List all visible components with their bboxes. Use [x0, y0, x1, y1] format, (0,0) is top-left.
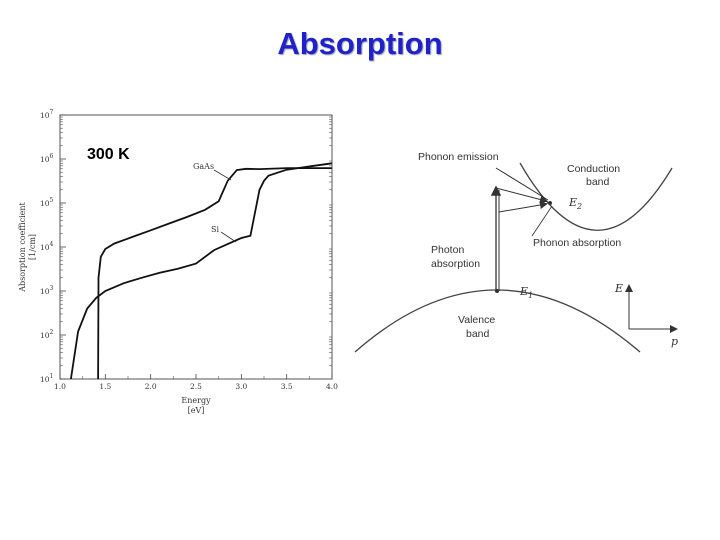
x-tick-label: 2.0 — [145, 382, 157, 391]
valence-band-curve — [354, 289, 641, 353]
label-photon-absorption-line2: absorption — [431, 258, 480, 270]
y-tick-label: 105 — [40, 197, 54, 208]
phonon-absorption-leader — [531, 205, 553, 237]
chart-x-ticks: 1.0 1.5 2.0 2.5 3.0 3.5 4.0 — [54, 374, 338, 391]
conduction-band-curve — [519, 162, 673, 231]
y-tick-label: 103 — [40, 285, 54, 296]
chart-x-label: Energy — [181, 396, 211, 405]
label-valence-band-line2: band — [466, 328, 490, 340]
label-axis-e: E — [614, 282, 623, 295]
series-line-si — [70, 162, 333, 380]
x-tick-label: 2.5 — [190, 382, 202, 391]
si-leader-line — [220, 231, 237, 243]
series-line-gaas — [97, 167, 332, 380]
label-conduction-band-line2: band — [586, 176, 610, 188]
label-conduction-band-line1: Conduction — [567, 163, 620, 175]
chart-x-unit: [eV] — [188, 406, 205, 415]
e2-point — [548, 201, 552, 205]
y-tick-label: 106 — [40, 153, 54, 164]
label-phonon-emission: Phonon emission — [418, 151, 499, 163]
label-phonon-absorption: Phonon absorption — [533, 237, 621, 249]
x-tick-label: 3.0 — [235, 382, 247, 391]
x-tick-label: 4.0 — [326, 382, 338, 391]
series-label-si: Si — [211, 225, 219, 234]
temperature-label: 300 K — [87, 146, 130, 163]
chart-series — [70, 162, 333, 380]
y-tick-label: 101 — [40, 373, 53, 384]
phonon-emission-line — [495, 167, 549, 201]
label-e2: E2 — [568, 196, 582, 211]
phonon-absorption-arrow — [498, 201, 548, 213]
band-diagram: Phonon emission Conduction band E2 Phono… — [354, 151, 678, 353]
absorption-chart: 101 102 103 104 105 106 107 1.0 1.5 2.0 2.5 3.0 3.5… — [18, 109, 338, 415]
chart-y-ticks: 101 102 103 104 105 106 107 — [40, 109, 66, 384]
series-label-gaas: GaAs — [193, 162, 214, 171]
x-tick-label: 3.5 — [281, 382, 293, 391]
label-axis-p: p — [671, 335, 678, 348]
e1-point — [495, 289, 499, 293]
chart-minor-ticks — [60, 116, 332, 367]
phonon-emission-arrow — [495, 187, 548, 204]
chart-y-unit: [1/cm] — [28, 234, 37, 260]
x-tick-label: 1.0 — [54, 382, 66, 391]
y-tick-label: 107 — [40, 109, 54, 120]
label-photon-absorption-line1: Photon — [431, 244, 464, 256]
label-e1: E1 — [519, 285, 533, 300]
label-valence-band-line1: Valence — [458, 314, 495, 326]
chart-y-label: Absorption coefficient — [18, 201, 27, 292]
gaas-leader-line — [213, 169, 232, 181]
y-tick-label: 104 — [40, 241, 54, 252]
slide-title: Absorption — [277, 26, 443, 61]
x-tick-label: 1.5 — [99, 382, 111, 391]
y-tick-label: 102 — [40, 329, 54, 340]
